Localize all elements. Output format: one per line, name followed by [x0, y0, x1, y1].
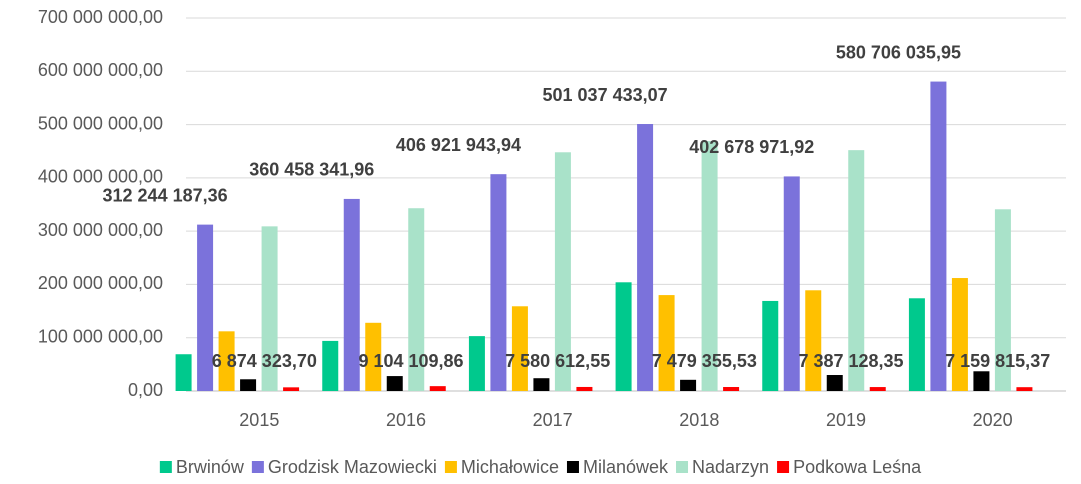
- bar: [576, 386, 593, 391]
- bar: [783, 176, 800, 391]
- bar: [723, 387, 740, 391]
- bar: [615, 282, 632, 391]
- bar: [637, 124, 654, 392]
- bar: [762, 300, 779, 391]
- data-label: 7 479 355,53: [652, 351, 757, 371]
- bar: [994, 209, 1011, 391]
- bar: [973, 371, 990, 391]
- bar: [322, 340, 339, 391]
- legend-swatch: [777, 461, 790, 473]
- data-label: 9 104 109,86: [358, 351, 463, 371]
- bar: [826, 375, 843, 391]
- y-tick-label: 100 000 000,00: [38, 326, 163, 346]
- y-tick-label: 400 000 000,00: [38, 167, 163, 187]
- bar: [197, 224, 214, 391]
- legend-swatch: [676, 461, 689, 473]
- y-tick-label: 500 000 000,00: [38, 113, 163, 133]
- legend-swatch: [566, 461, 579, 473]
- bar: [533, 378, 550, 391]
- bar: [554, 152, 571, 391]
- bar: [848, 150, 865, 391]
- bar: [175, 354, 192, 391]
- bar: [343, 198, 360, 391]
- bar: [218, 331, 235, 391]
- bar: [930, 81, 947, 391]
- data-label: 312 244 187,36: [103, 185, 228, 205]
- bar: [261, 226, 278, 391]
- y-tick-label: 0,00: [128, 380, 163, 400]
- x-tick-label: 2020: [973, 410, 1013, 430]
- bar: [386, 376, 403, 391]
- legend-label: Michałowice: [461, 457, 559, 477]
- bar: [468, 336, 485, 391]
- legend-label: Brwinów: [176, 457, 245, 477]
- legend-swatch: [251, 461, 264, 473]
- bar: [408, 208, 425, 391]
- bar: [429, 386, 446, 391]
- bar: [951, 278, 968, 391]
- y-tick-label: 200 000 000,00: [38, 273, 163, 293]
- bar: [701, 141, 718, 391]
- legend-label: Podkowa Leśna: [793, 457, 922, 477]
- x-tick-label: 2017: [533, 410, 573, 430]
- data-label: 6 874 323,70: [212, 351, 317, 371]
- y-tick-label: 700 000 000,00: [38, 7, 163, 27]
- bar: [1016, 387, 1033, 391]
- legend-swatch: [444, 461, 457, 473]
- x-tick-label: 2018: [679, 410, 719, 430]
- data-label: 7 387 128,35: [798, 351, 903, 371]
- data-label: 7 159 815,37: [945, 351, 1050, 371]
- bar: [365, 322, 382, 391]
- bar: [658, 295, 675, 391]
- bar: [680, 379, 697, 391]
- legend-label: Milanówek: [583, 457, 669, 477]
- legend-label: Grodzisk Mazowiecki: [268, 457, 437, 477]
- data-label: 501 037 433,07: [543, 85, 668, 105]
- bar: [908, 298, 925, 391]
- data-label: 7 580 612,55: [505, 351, 610, 371]
- legend-label: Nadarzyn: [692, 457, 769, 477]
- bar: [869, 387, 886, 391]
- data-label: 360 458 341,96: [249, 160, 374, 180]
- bar: [805, 290, 822, 391]
- bar: [511, 306, 528, 391]
- data-label: 580 706 035,95: [836, 42, 961, 62]
- x-tick-label: 2019: [826, 410, 866, 430]
- legend-swatch: [159, 461, 172, 473]
- x-tick-label: 2016: [386, 410, 426, 430]
- data-label: 406 921 943,94: [396, 135, 521, 155]
- bar: [283, 387, 300, 391]
- y-tick-label: 600 000 000,00: [38, 60, 163, 80]
- bar: [240, 379, 257, 391]
- x-tick-label: 2015: [239, 410, 279, 430]
- data-label: 402 678 971,92: [689, 137, 814, 157]
- bar: [490, 174, 507, 391]
- y-tick-label: 300 000 000,00: [38, 220, 163, 240]
